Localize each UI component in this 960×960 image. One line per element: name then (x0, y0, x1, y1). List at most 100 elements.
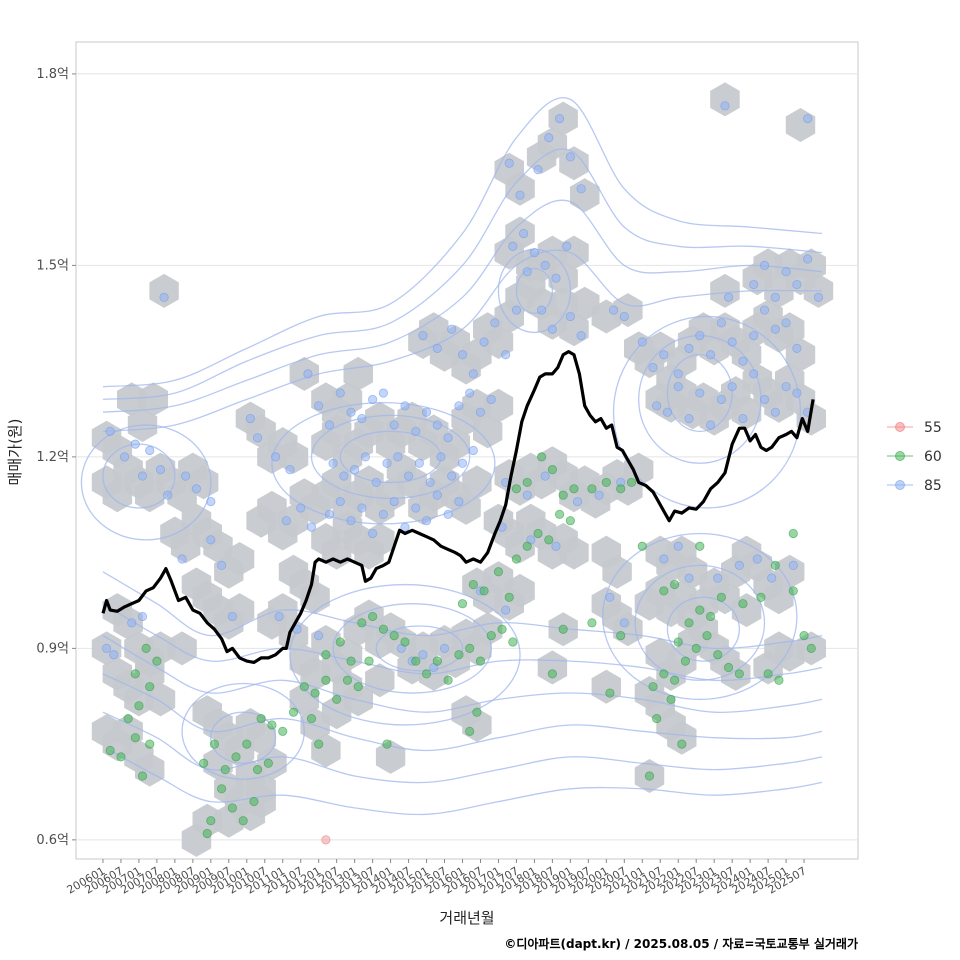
point-60 (547, 465, 557, 475)
point-85 (357, 503, 367, 513)
point-60 (504, 592, 514, 602)
point-60 (238, 816, 248, 826)
point-85 (734, 560, 744, 570)
point-85 (475, 407, 486, 417)
hexbin-cell (375, 739, 406, 774)
point-60 (288, 707, 299, 717)
point-60 (522, 541, 532, 551)
moving-average-layer (101, 350, 815, 664)
point-60 (565, 516, 575, 526)
point-85 (565, 152, 575, 162)
point-85 (519, 228, 529, 239)
point-85 (759, 394, 770, 405)
point-85 (705, 350, 716, 360)
point-85 (673, 382, 683, 392)
point-85 (501, 605, 511, 615)
density-contours (80, 97, 823, 816)
point-85 (465, 388, 475, 398)
point-85 (529, 248, 540, 258)
point-85 (522, 490, 532, 500)
point-85 (540, 471, 550, 481)
point-85 (684, 573, 694, 583)
point-85 (252, 433, 263, 443)
point-60 (432, 656, 442, 666)
legend: 55 60 85 (887, 420, 942, 494)
point-60 (522, 477, 532, 488)
point-85 (562, 241, 572, 251)
point-60 (278, 726, 288, 736)
point-60 (465, 643, 475, 653)
point-85 (378, 388, 389, 398)
point-85 (749, 369, 759, 379)
point-85 (659, 350, 669, 360)
contour-ring (80, 424, 212, 541)
point-85 (443, 509, 453, 519)
point-60 (306, 713, 317, 724)
point-60 (368, 611, 378, 622)
point-60 (231, 752, 241, 762)
point-85 (339, 471, 349, 481)
point-60 (472, 707, 482, 717)
point-85 (619, 311, 629, 322)
point-60 (774, 675, 784, 685)
point-60 (533, 528, 543, 539)
point-60 (357, 618, 367, 628)
point-60 (511, 554, 522, 564)
point-85 (127, 618, 137, 628)
point-60 (691, 643, 701, 653)
point-60 (465, 726, 475, 736)
point-85 (109, 650, 119, 660)
point-85 (605, 592, 615, 602)
point-60 (252, 765, 263, 775)
contour-ring (210, 711, 277, 764)
point-85 (508, 241, 518, 251)
hexbin-cell (343, 682, 373, 717)
y-axis-title: 매매가(원) (6, 419, 24, 486)
point-85 (781, 267, 791, 277)
point-60 (443, 675, 453, 685)
contour-line (102, 635, 823, 713)
point-85 (479, 337, 489, 347)
point-85 (418, 650, 428, 660)
point-60 (411, 656, 421, 666)
y-tick-label: 1.8억 (36, 67, 69, 82)
point-60 (684, 618, 694, 628)
contour-line (109, 749, 823, 816)
point-60 (788, 528, 798, 539)
point-85 (206, 496, 216, 507)
point-85 (421, 516, 432, 526)
point-85 (421, 407, 432, 417)
point-85 (673, 369, 683, 379)
point-85 (447, 324, 457, 334)
hexbin-cell (246, 720, 276, 755)
point-85 (792, 343, 802, 353)
point-60 (454, 650, 464, 660)
point-85 (457, 458, 468, 468)
point-60 (137, 771, 148, 781)
point-60 (116, 752, 126, 762)
point-85 (281, 516, 291, 526)
point-60 (680, 656, 691, 666)
point-60 (702, 631, 712, 641)
hexbin-cell (246, 784, 276, 819)
point-60 (299, 682, 309, 692)
point-60 (141, 643, 151, 653)
point-60 (673, 637, 683, 647)
point-85 (382, 458, 392, 468)
point-60 (314, 739, 324, 749)
point-85 (335, 496, 345, 507)
y-axis: 0.6억 0.9억 1.2억 1.5억 1.8억 (36, 67, 76, 848)
hexbin-cell (537, 650, 568, 685)
point-85 (727, 382, 737, 392)
point-60 (547, 669, 557, 679)
point-60 (310, 688, 320, 698)
point-85 (400, 401, 410, 411)
point-60 (209, 739, 220, 749)
point-60 (806, 643, 816, 653)
point-85 (447, 471, 457, 481)
point-85 (411, 503, 421, 513)
point-85 (245, 413, 255, 424)
contour-ring (375, 625, 464, 672)
hexbin-cell (667, 720, 697, 755)
